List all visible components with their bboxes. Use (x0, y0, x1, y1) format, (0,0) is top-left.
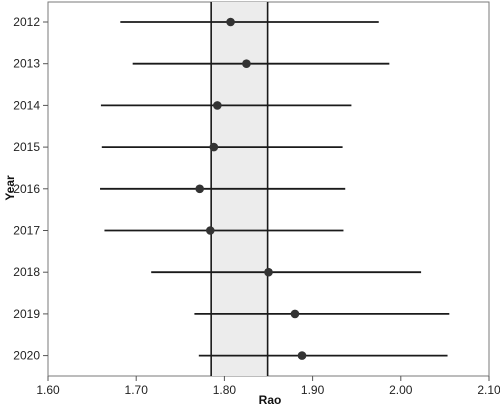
x-tick-label: 1.80 (213, 383, 237, 397)
plot-area: 1.60 1.70 1.80 1.90 2.00 2.10 2012 2013 2014 2015… (13, 1, 500, 397)
y-tick-label: 2017 (13, 224, 40, 238)
estimate-point (213, 101, 222, 110)
x-tick-label: 2.00 (389, 383, 413, 397)
estimate-point (297, 351, 307, 360)
y-tick-label: 2019 (13, 307, 40, 321)
estimate-point (209, 142, 219, 152)
estimate-point (205, 226, 215, 235)
y-axis-title: Year (3, 175, 17, 201)
y-tick-label: 2012 (13, 15, 40, 29)
estimate-point (264, 267, 273, 277)
y-tick-label: 2014 (13, 98, 40, 112)
x-axis-title: Rao (259, 393, 282, 407)
estimate-point (290, 309, 300, 319)
estimate-point (242, 59, 251, 68)
y-tick-label: 2013 (13, 57, 40, 71)
y-tick-label: 2016 (13, 182, 40, 196)
x-tick-label: 1.60 (36, 383, 60, 397)
y-tick-label: 2015 (13, 140, 40, 154)
x-tick-label: 2.10 (477, 383, 500, 397)
x-tick-label: 1.90 (301, 383, 325, 397)
estimate-point (226, 17, 235, 27)
x-tick-label: 1.70 (125, 383, 149, 397)
estimate-point (195, 184, 205, 194)
y-tick-label: 2020 (13, 349, 40, 363)
y-tick-label: 2018 (13, 265, 40, 279)
